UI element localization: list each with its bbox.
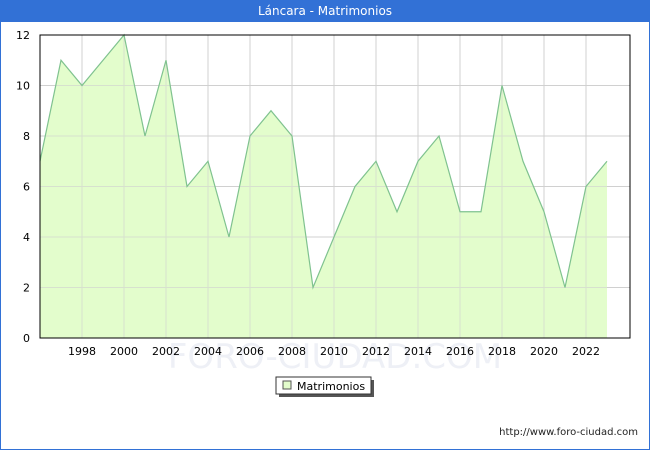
plot-border <box>39 34 631 339</box>
legend: Matrimonios <box>275 376 374 397</box>
data-line <box>39 33 608 290</box>
x-tick-label: 2000 <box>110 345 138 358</box>
chart-title: Láncara - Matrimonios <box>0 0 650 22</box>
y-tick-label: 10 <box>16 80 30 93</box>
y-tick-label: 4 <box>23 231 30 244</box>
x-tick-label: 2010 <box>320 345 348 358</box>
x-tick-label: 1998 <box>68 345 96 358</box>
legend-label: Matrimonios <box>297 380 365 393</box>
x-tick-label: 2002 <box>152 345 180 358</box>
legend-swatch <box>282 380 292 390</box>
source-url[interactable]: http://www.foro-ciudad.com <box>499 427 638 438</box>
x-tick-label: 2014 <box>404 345 432 358</box>
y-tick-label: 2 <box>23 282 30 295</box>
y-tick-label: 12 <box>16 29 30 42</box>
x-tick-label: 2020 <box>530 345 558 358</box>
x-tick-label: 2006 <box>236 345 264 358</box>
grid-lines <box>40 35 630 338</box>
y-tick-label: 6 <box>23 181 30 194</box>
x-tick-label: 2016 <box>446 345 474 358</box>
y-tick-label: 0 <box>23 332 30 345</box>
watermark: FORO-CIUDAD.COM <box>168 337 502 377</box>
y-tick-label: 8 <box>23 130 30 143</box>
x-tick-label: 2004 <box>194 345 222 358</box>
area-fill <box>40 35 607 338</box>
y-axis-labels: 0 2 4 6 8 10 12 <box>16 29 30 345</box>
x-tick-label: 2012 <box>362 345 390 358</box>
x-tick-label: 2008 <box>278 345 306 358</box>
x-tick-label: 2022 <box>572 345 600 358</box>
x-tick-label: 2018 <box>488 345 516 358</box>
x-axis-labels: 1998 2000 2002 2004 2006 2008 2010 2012 2014 2016… <box>68 345 600 358</box>
